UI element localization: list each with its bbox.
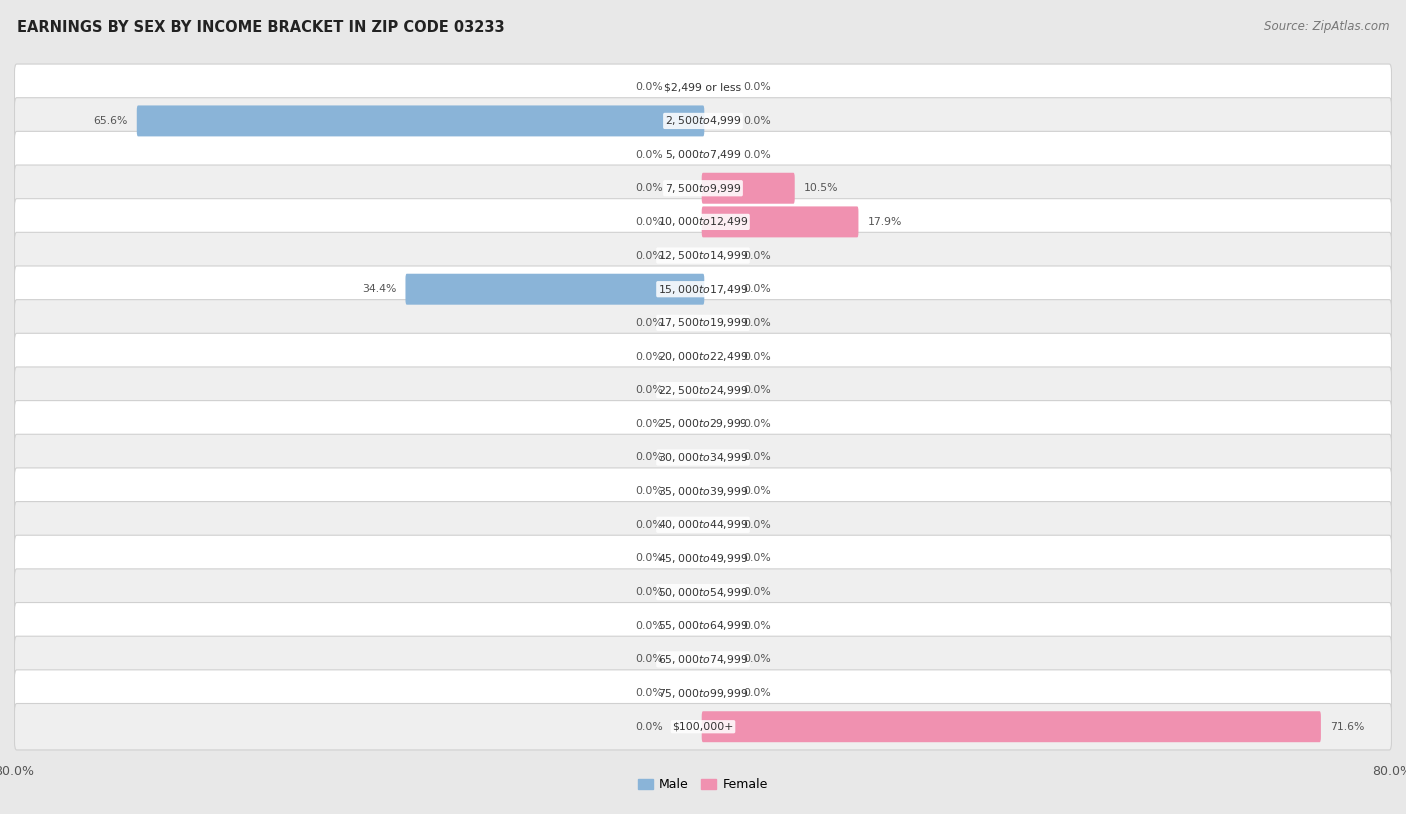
FancyBboxPatch shape — [702, 711, 1320, 742]
Text: 0.0%: 0.0% — [744, 82, 772, 92]
Text: $35,000 to $39,999: $35,000 to $39,999 — [658, 484, 748, 497]
Text: $45,000 to $49,999: $45,000 to $49,999 — [658, 552, 748, 565]
Text: 0.0%: 0.0% — [634, 453, 662, 462]
FancyBboxPatch shape — [405, 274, 704, 304]
Text: 0.0%: 0.0% — [744, 486, 772, 497]
Text: 0.0%: 0.0% — [634, 520, 662, 530]
Text: 0.0%: 0.0% — [744, 453, 772, 462]
Text: $17,500 to $19,999: $17,500 to $19,999 — [658, 317, 748, 330]
Text: 0.0%: 0.0% — [744, 587, 772, 597]
Text: $12,500 to $14,999: $12,500 to $14,999 — [658, 249, 748, 262]
FancyBboxPatch shape — [14, 703, 1392, 750]
Text: 0.0%: 0.0% — [744, 554, 772, 563]
FancyBboxPatch shape — [14, 400, 1392, 447]
Text: 0.0%: 0.0% — [744, 520, 772, 530]
Text: 0.0%: 0.0% — [744, 284, 772, 294]
Text: $2,499 or less: $2,499 or less — [665, 82, 741, 92]
FancyBboxPatch shape — [14, 98, 1392, 144]
Text: 0.0%: 0.0% — [744, 385, 772, 395]
FancyBboxPatch shape — [14, 637, 1392, 683]
Text: $55,000 to $64,999: $55,000 to $64,999 — [658, 619, 748, 632]
Text: 0.0%: 0.0% — [634, 419, 662, 429]
Text: $20,000 to $22,499: $20,000 to $22,499 — [658, 350, 748, 363]
FancyBboxPatch shape — [14, 434, 1392, 481]
FancyBboxPatch shape — [14, 131, 1392, 177]
Text: 0.0%: 0.0% — [634, 317, 662, 328]
Text: 0.0%: 0.0% — [744, 150, 772, 160]
FancyBboxPatch shape — [14, 367, 1392, 414]
Text: 0.0%: 0.0% — [744, 251, 772, 260]
Text: 34.4%: 34.4% — [363, 284, 396, 294]
Text: 0.0%: 0.0% — [634, 217, 662, 227]
Text: 0.0%: 0.0% — [634, 150, 662, 160]
Text: Source: ZipAtlas.com: Source: ZipAtlas.com — [1264, 20, 1389, 33]
Text: $50,000 to $54,999: $50,000 to $54,999 — [658, 585, 748, 598]
Text: 0.0%: 0.0% — [634, 385, 662, 395]
Text: 0.0%: 0.0% — [634, 621, 662, 631]
Text: 0.0%: 0.0% — [634, 722, 662, 732]
Text: 65.6%: 65.6% — [93, 116, 128, 126]
FancyBboxPatch shape — [14, 468, 1392, 514]
Text: $65,000 to $74,999: $65,000 to $74,999 — [658, 653, 748, 666]
FancyBboxPatch shape — [14, 199, 1392, 245]
FancyBboxPatch shape — [14, 569, 1392, 615]
Text: 0.0%: 0.0% — [744, 621, 772, 631]
Text: 0.0%: 0.0% — [634, 352, 662, 361]
Text: $40,000 to $44,999: $40,000 to $44,999 — [658, 519, 748, 532]
Text: $25,000 to $29,999: $25,000 to $29,999 — [658, 418, 748, 431]
Legend: Male, Female: Male, Female — [633, 773, 773, 796]
Text: $7,500 to $9,999: $7,500 to $9,999 — [665, 182, 741, 195]
Text: $100,000+: $100,000+ — [672, 722, 734, 732]
Text: 0.0%: 0.0% — [744, 688, 772, 698]
Text: 0.0%: 0.0% — [634, 251, 662, 260]
FancyBboxPatch shape — [14, 602, 1392, 649]
FancyBboxPatch shape — [14, 266, 1392, 313]
Text: 71.6%: 71.6% — [1330, 722, 1364, 732]
Text: $10,000 to $12,499: $10,000 to $12,499 — [658, 216, 748, 229]
Text: 0.0%: 0.0% — [744, 116, 772, 126]
Text: 0.0%: 0.0% — [744, 317, 772, 328]
Text: $30,000 to $34,999: $30,000 to $34,999 — [658, 451, 748, 464]
Text: $5,000 to $7,499: $5,000 to $7,499 — [665, 148, 741, 161]
FancyBboxPatch shape — [14, 232, 1392, 278]
Text: $22,500 to $24,999: $22,500 to $24,999 — [658, 383, 748, 396]
FancyBboxPatch shape — [14, 333, 1392, 380]
Text: $75,000 to $99,999: $75,000 to $99,999 — [658, 686, 748, 699]
Text: 0.0%: 0.0% — [634, 688, 662, 698]
FancyBboxPatch shape — [14, 536, 1392, 582]
FancyBboxPatch shape — [14, 300, 1392, 346]
Text: 0.0%: 0.0% — [634, 486, 662, 497]
Text: 10.5%: 10.5% — [804, 183, 838, 193]
Text: $2,500 to $4,999: $2,500 to $4,999 — [665, 115, 741, 128]
Text: 0.0%: 0.0% — [634, 554, 662, 563]
FancyBboxPatch shape — [14, 64, 1392, 111]
FancyBboxPatch shape — [702, 207, 859, 238]
Text: EARNINGS BY SEX BY INCOME BRACKET IN ZIP CODE 03233: EARNINGS BY SEX BY INCOME BRACKET IN ZIP… — [17, 20, 505, 35]
Text: 0.0%: 0.0% — [634, 587, 662, 597]
Text: 0.0%: 0.0% — [744, 419, 772, 429]
FancyBboxPatch shape — [14, 165, 1392, 212]
Text: $15,000 to $17,499: $15,000 to $17,499 — [658, 282, 748, 295]
Text: 0.0%: 0.0% — [634, 654, 662, 664]
Text: 0.0%: 0.0% — [634, 183, 662, 193]
Text: 0.0%: 0.0% — [634, 82, 662, 92]
FancyBboxPatch shape — [14, 501, 1392, 548]
Text: 17.9%: 17.9% — [868, 217, 901, 227]
Text: 0.0%: 0.0% — [744, 654, 772, 664]
Text: 0.0%: 0.0% — [744, 352, 772, 361]
FancyBboxPatch shape — [14, 670, 1392, 716]
FancyBboxPatch shape — [702, 173, 794, 204]
FancyBboxPatch shape — [136, 106, 704, 137]
